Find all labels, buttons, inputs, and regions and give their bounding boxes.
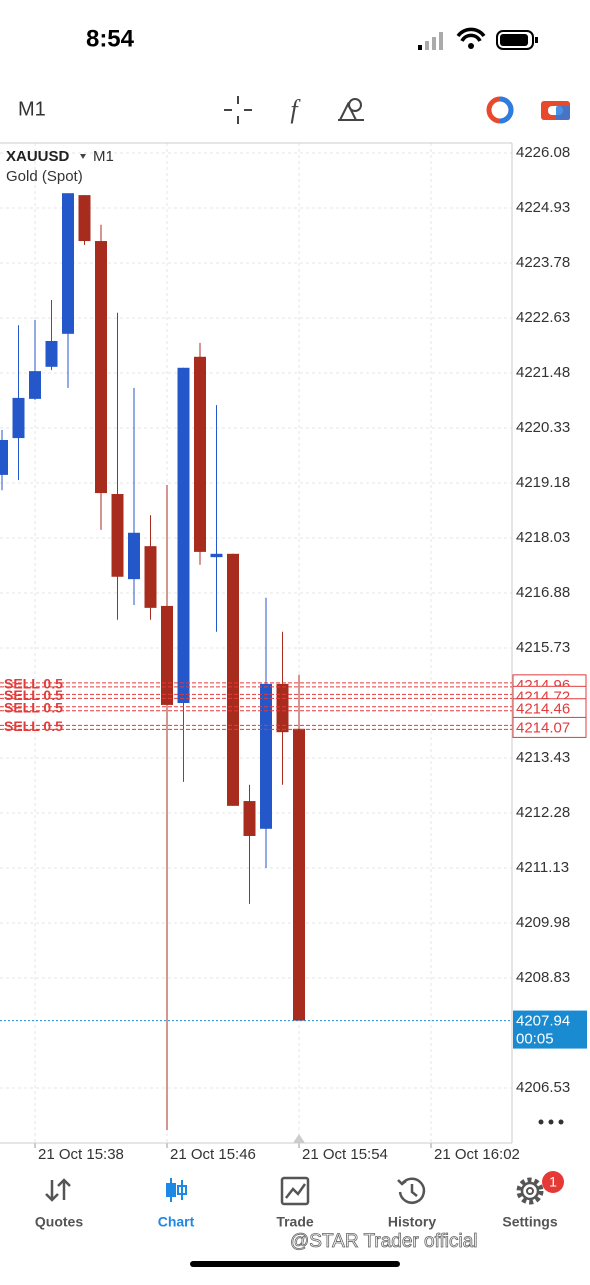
objects-button[interactable] [338, 98, 364, 121]
x-tick-label: 21 Oct 16:02 [434, 1146, 520, 1163]
candle-body [210, 553, 223, 558]
order-label[interactable]: SELL 0.5 [4, 718, 63, 734]
y-tick-label: 4222.63 [516, 309, 570, 326]
y-tick-label: 4223.78 [516, 254, 570, 271]
status-time: 8:54 [86, 25, 135, 52]
tab-label[interactable]: History [388, 1214, 436, 1230]
indicators-button[interactable]: f [290, 95, 301, 124]
history-icon [397, 1177, 426, 1204]
candle-body [0, 439, 8, 475]
candle-body [128, 532, 140, 580]
y-tick-label: 4213.43 [516, 749, 570, 766]
candle-body [29, 371, 41, 399]
candle-body [95, 241, 107, 494]
tab-label[interactable]: Trade [276, 1214, 314, 1230]
home-indicator [190, 1261, 400, 1267]
order-label[interactable]: SELL 0.5 [4, 676, 63, 692]
order-label[interactable]: SELL 0.5 [4, 687, 63, 703]
trade-icon [280, 1176, 310, 1206]
timeframe-button[interactable]: M1 [18, 98, 46, 120]
tab-label[interactable]: Settings [502, 1214, 557, 1230]
candle-body [227, 553, 239, 806]
candle-body [45, 340, 58, 367]
chart-timeframe: M1 [93, 148, 114, 165]
badge-count: 1 [549, 1174, 557, 1190]
symbol[interactable]: XAUUSD [6, 148, 70, 165]
y-tick-label: 4211.13 [516, 859, 569, 876]
symbol-dropdown[interactable] [80, 154, 86, 159]
order-price: 4214.07 [516, 719, 570, 736]
y-tick-label: 4215.73 [516, 639, 570, 656]
account-button[interactable] [486, 96, 514, 124]
candle-body [78, 195, 91, 242]
candle-body [12, 397, 25, 439]
candle-body [260, 683, 272, 829]
countdown: 00:05 [516, 1031, 554, 1048]
candle-body [161, 605, 173, 705]
more-button[interactable] [538, 1119, 564, 1125]
crosshair-button[interactable] [224, 96, 252, 124]
trade-button[interactable] [541, 101, 570, 120]
order-label[interactable]: SELL 0.5 [4, 699, 63, 715]
candle-body [276, 683, 289, 733]
y-tick-label: 4224.93 [516, 199, 570, 216]
chart-icon [166, 1178, 187, 1202]
order-price-box [512, 716, 587, 738]
y-tick-label: 4208.83 [516, 969, 570, 986]
candle-body [62, 193, 74, 334]
symbol-description: Gold (Spot) [6, 168, 83, 185]
candle-body [177, 367, 190, 704]
current-price: 4207.94 [516, 1013, 570, 1030]
y-tick-label: 4218.03 [516, 529, 570, 546]
settings-icon [516, 1177, 544, 1205]
tab-bar: 1 Quotes Chart Trade History Settings [35, 1171, 564, 1230]
candle-body [243, 801, 256, 836]
quotes-icon [45, 1178, 71, 1202]
tab-label[interactable]: Quotes [35, 1214, 83, 1230]
y-tick-label: 4216.88 [516, 584, 570, 601]
y-tick-label: 4221.48 [516, 364, 570, 381]
y-tick-label: 4212.28 [516, 804, 570, 821]
order-price: 4214.46 [516, 701, 570, 718]
y-tick-label: 4220.33 [516, 419, 570, 436]
y-tick-label: 4209.98 [516, 914, 570, 931]
candle-body [111, 494, 124, 577]
y-tick-label: 4226.08 [516, 144, 570, 161]
chart: 4226.08 4224.93 4223.78 4222.63 4221.48 4220.… [0, 142, 587, 1163]
y-tick-label: 4219.18 [516, 474, 570, 491]
notification-badge [542, 1171, 564, 1193]
current-price-box [513, 1010, 587, 1049]
candle-body [293, 728, 305, 1021]
x-tick-label: 21 Oct 15:38 [38, 1146, 124, 1163]
status-icons [418, 27, 538, 50]
tab-label[interactable]: Chart [158, 1214, 195, 1230]
candle-body [194, 356, 206, 552]
candle-body [144, 546, 157, 608]
current-bar-marker [293, 1134, 305, 1143]
x-tick-label: 21 Oct 15:54 [302, 1146, 388, 1163]
y-tick-label: 4206.53 [516, 1079, 570, 1096]
watermark: @STAR Trader official [290, 1231, 478, 1252]
x-tick-label: 21 Oct 15:46 [170, 1146, 256, 1163]
